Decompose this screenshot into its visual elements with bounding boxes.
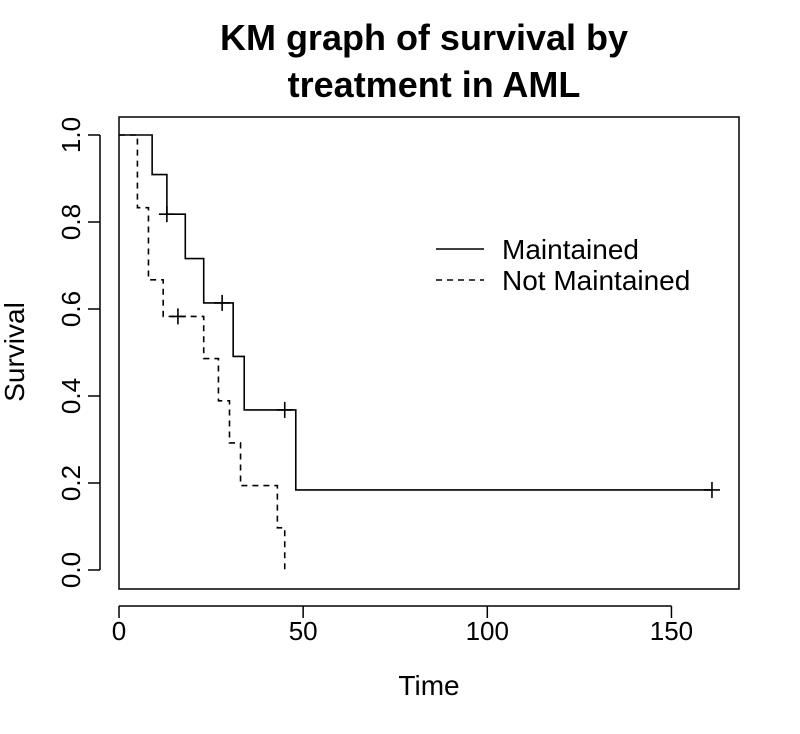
x-axis: 0 50 100 150 xyxy=(112,605,693,646)
series-line-not-maintained xyxy=(119,134,286,570)
legend: Maintained Not Maintained xyxy=(436,234,690,296)
y-axis-label: Survival xyxy=(0,302,30,402)
y-tick-label: 0.6 xyxy=(56,291,86,327)
legend-label-not-maintained: Not Maintained xyxy=(502,265,690,296)
series-layer xyxy=(119,134,720,570)
y-tick-label: 0.0 xyxy=(56,552,86,588)
y-tick-label: 0.4 xyxy=(56,378,86,414)
x-tick-label: 150 xyxy=(650,616,693,646)
y-tick-label: 1.0 xyxy=(56,117,86,153)
chart-title-line-2: treatment in AML xyxy=(288,64,581,105)
y-axis: 0.0 0.2 0.4 0.6 0.8 1.0 xyxy=(56,117,101,588)
x-tick-label: 50 xyxy=(289,616,318,646)
plot-area-frame xyxy=(118,116,740,590)
legend-label-maintained: Maintained xyxy=(502,234,639,265)
chart-title-line-1: KM graph of survival by xyxy=(220,17,628,58)
y-tick-label: 0.2 xyxy=(56,465,86,501)
y-tick-label: 0.8 xyxy=(56,204,86,240)
series-line-maintained xyxy=(119,134,712,491)
x-axis-label: Time xyxy=(398,670,459,701)
x-tick-label: 0 xyxy=(112,616,126,646)
x-tick-label: 100 xyxy=(466,616,509,646)
